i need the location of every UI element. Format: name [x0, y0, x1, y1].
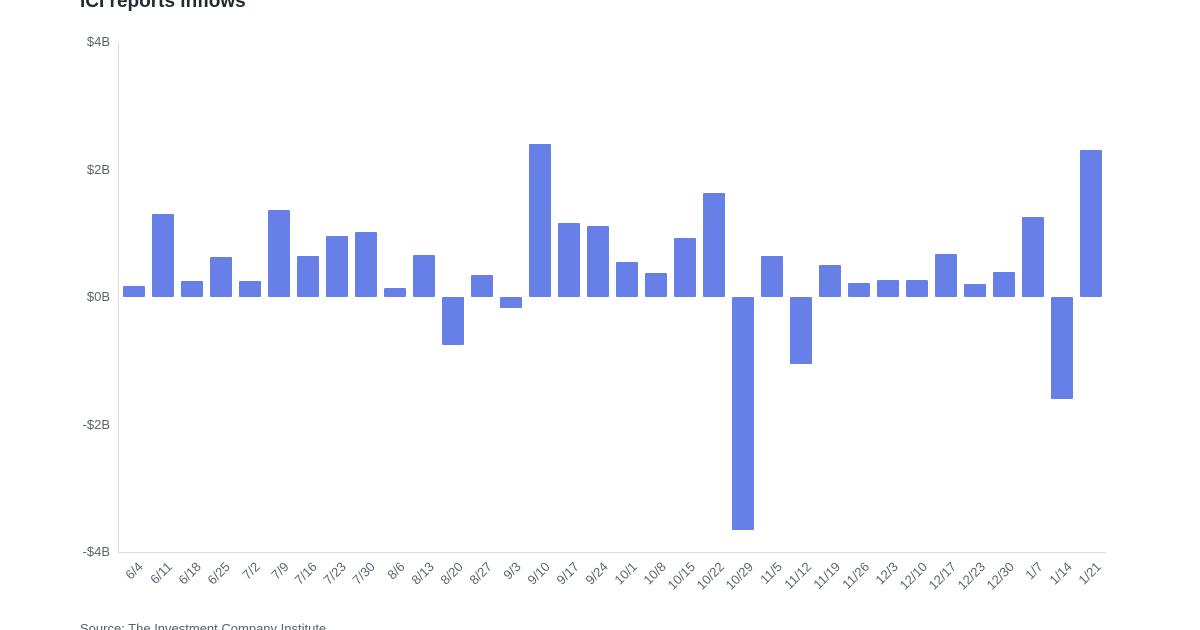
bar-7/9 [267, 209, 290, 297]
x-axis-label: 11/26 [838, 559, 872, 592]
y-axis-label: $4B [86, 34, 110, 49]
chart-title: ICI reports inflows [80, 0, 246, 12]
x-axis-label: 7/2 [238, 559, 263, 583]
bar-8/13 [412, 254, 435, 297]
x-axis-label: 6/4 [122, 559, 147, 583]
x-axis-label: 11/12 [780, 559, 814, 592]
bar-10/29 [732, 297, 755, 530]
y-axis-label: $0B [86, 289, 110, 304]
bar-12/10 [906, 279, 929, 297]
bar-9/3 [499, 297, 522, 309]
x-axis-label: 8/20 [436, 559, 466, 588]
bar-6/11 [151, 214, 174, 297]
y-axis-label: $2B [86, 161, 110, 177]
x-axis-label: 10/1 [611, 559, 640, 588]
x-axis-label: 12/10 [896, 559, 930, 593]
x-axis-label: 1/21 [1075, 559, 1105, 588]
bar-6/25 [209, 257, 232, 297]
y-axis-label: -$4B [82, 544, 110, 559]
source-note: Source: The Investment Company Institute [80, 621, 327, 630]
bar-10/8 [645, 273, 668, 297]
bar-8/27 [470, 274, 493, 297]
x-axis-label: 10/15 [664, 559, 698, 593]
x-axis-label: 8/6 [383, 559, 408, 583]
bar-7/16 [296, 255, 319, 297]
x-axis-label: 1/14 [1046, 559, 1076, 588]
x-axis-label: 10/8 [640, 559, 669, 588]
x-axis-label: 9/17 [553, 559, 582, 588]
bar-1/7 [1022, 216, 1045, 297]
bar-12/30 [993, 271, 1016, 297]
x-axis-label: 1/7 [1022, 559, 1047, 583]
x-axis-label: 11/5 [756, 559, 785, 587]
bar-9/10 [528, 144, 551, 297]
x-axis-label: 6/18 [175, 559, 205, 588]
bar-1/21 [1080, 150, 1103, 297]
bar-10/22 [703, 193, 726, 297]
x-axis-label: 12/17 [925, 559, 959, 593]
x-axis-label: 12/23 [954, 559, 988, 593]
bar-11/12 [790, 297, 813, 364]
bar-9/24 [586, 225, 609, 297]
bar-10/1 [616, 261, 638, 297]
bar-11/26 [848, 282, 871, 297]
x-axis-label: 7/30 [349, 559, 379, 588]
x-axis-label: 12/3 [872, 559, 901, 588]
x-axis-label: 6/11 [147, 559, 176, 587]
x-axis-label: 8/13 [407, 559, 437, 588]
bar-9/17 [557, 223, 580, 297]
bar-8/20 [441, 297, 464, 345]
bar-11/5 [761, 255, 784, 297]
x-axis-label: 9/24 [582, 559, 611, 588]
x-axis-label: 12/30 [983, 559, 1018, 593]
x-axis-label: 7/23 [320, 559, 350, 588]
bar-10/15 [674, 238, 697, 297]
bar-7/30 [354, 231, 377, 297]
bar-6/18 [180, 281, 203, 297]
plot-area [118, 42, 1106, 553]
x-axis-label: 10/29 [722, 559, 756, 593]
bar-8/6 [383, 288, 406, 297]
x-axis-label: 7/16 [291, 559, 321, 588]
x-axis-label: 7/9 [267, 559, 292, 583]
x-axis-label: 8/27 [465, 559, 495, 588]
x-axis-label: 11/19 [809, 559, 843, 592]
bar-1/14 [1051, 297, 1074, 399]
bar-11/19 [819, 265, 842, 297]
y-axis-label: -$2B [82, 416, 110, 432]
x-axis-label: 6/25 [204, 559, 234, 588]
bar-7/23 [325, 236, 348, 297]
bar-7/2 [238, 281, 261, 297]
bar-6/4 [122, 285, 145, 297]
bar-12/17 [935, 254, 958, 297]
x-axis-label: 9/3 [500, 559, 524, 583]
bar-12/3 [877, 280, 900, 297]
x-axis-label: 9/10 [524, 559, 553, 588]
bar-12/23 [964, 284, 987, 297]
x-axis-label: 10/22 [693, 559, 727, 593]
